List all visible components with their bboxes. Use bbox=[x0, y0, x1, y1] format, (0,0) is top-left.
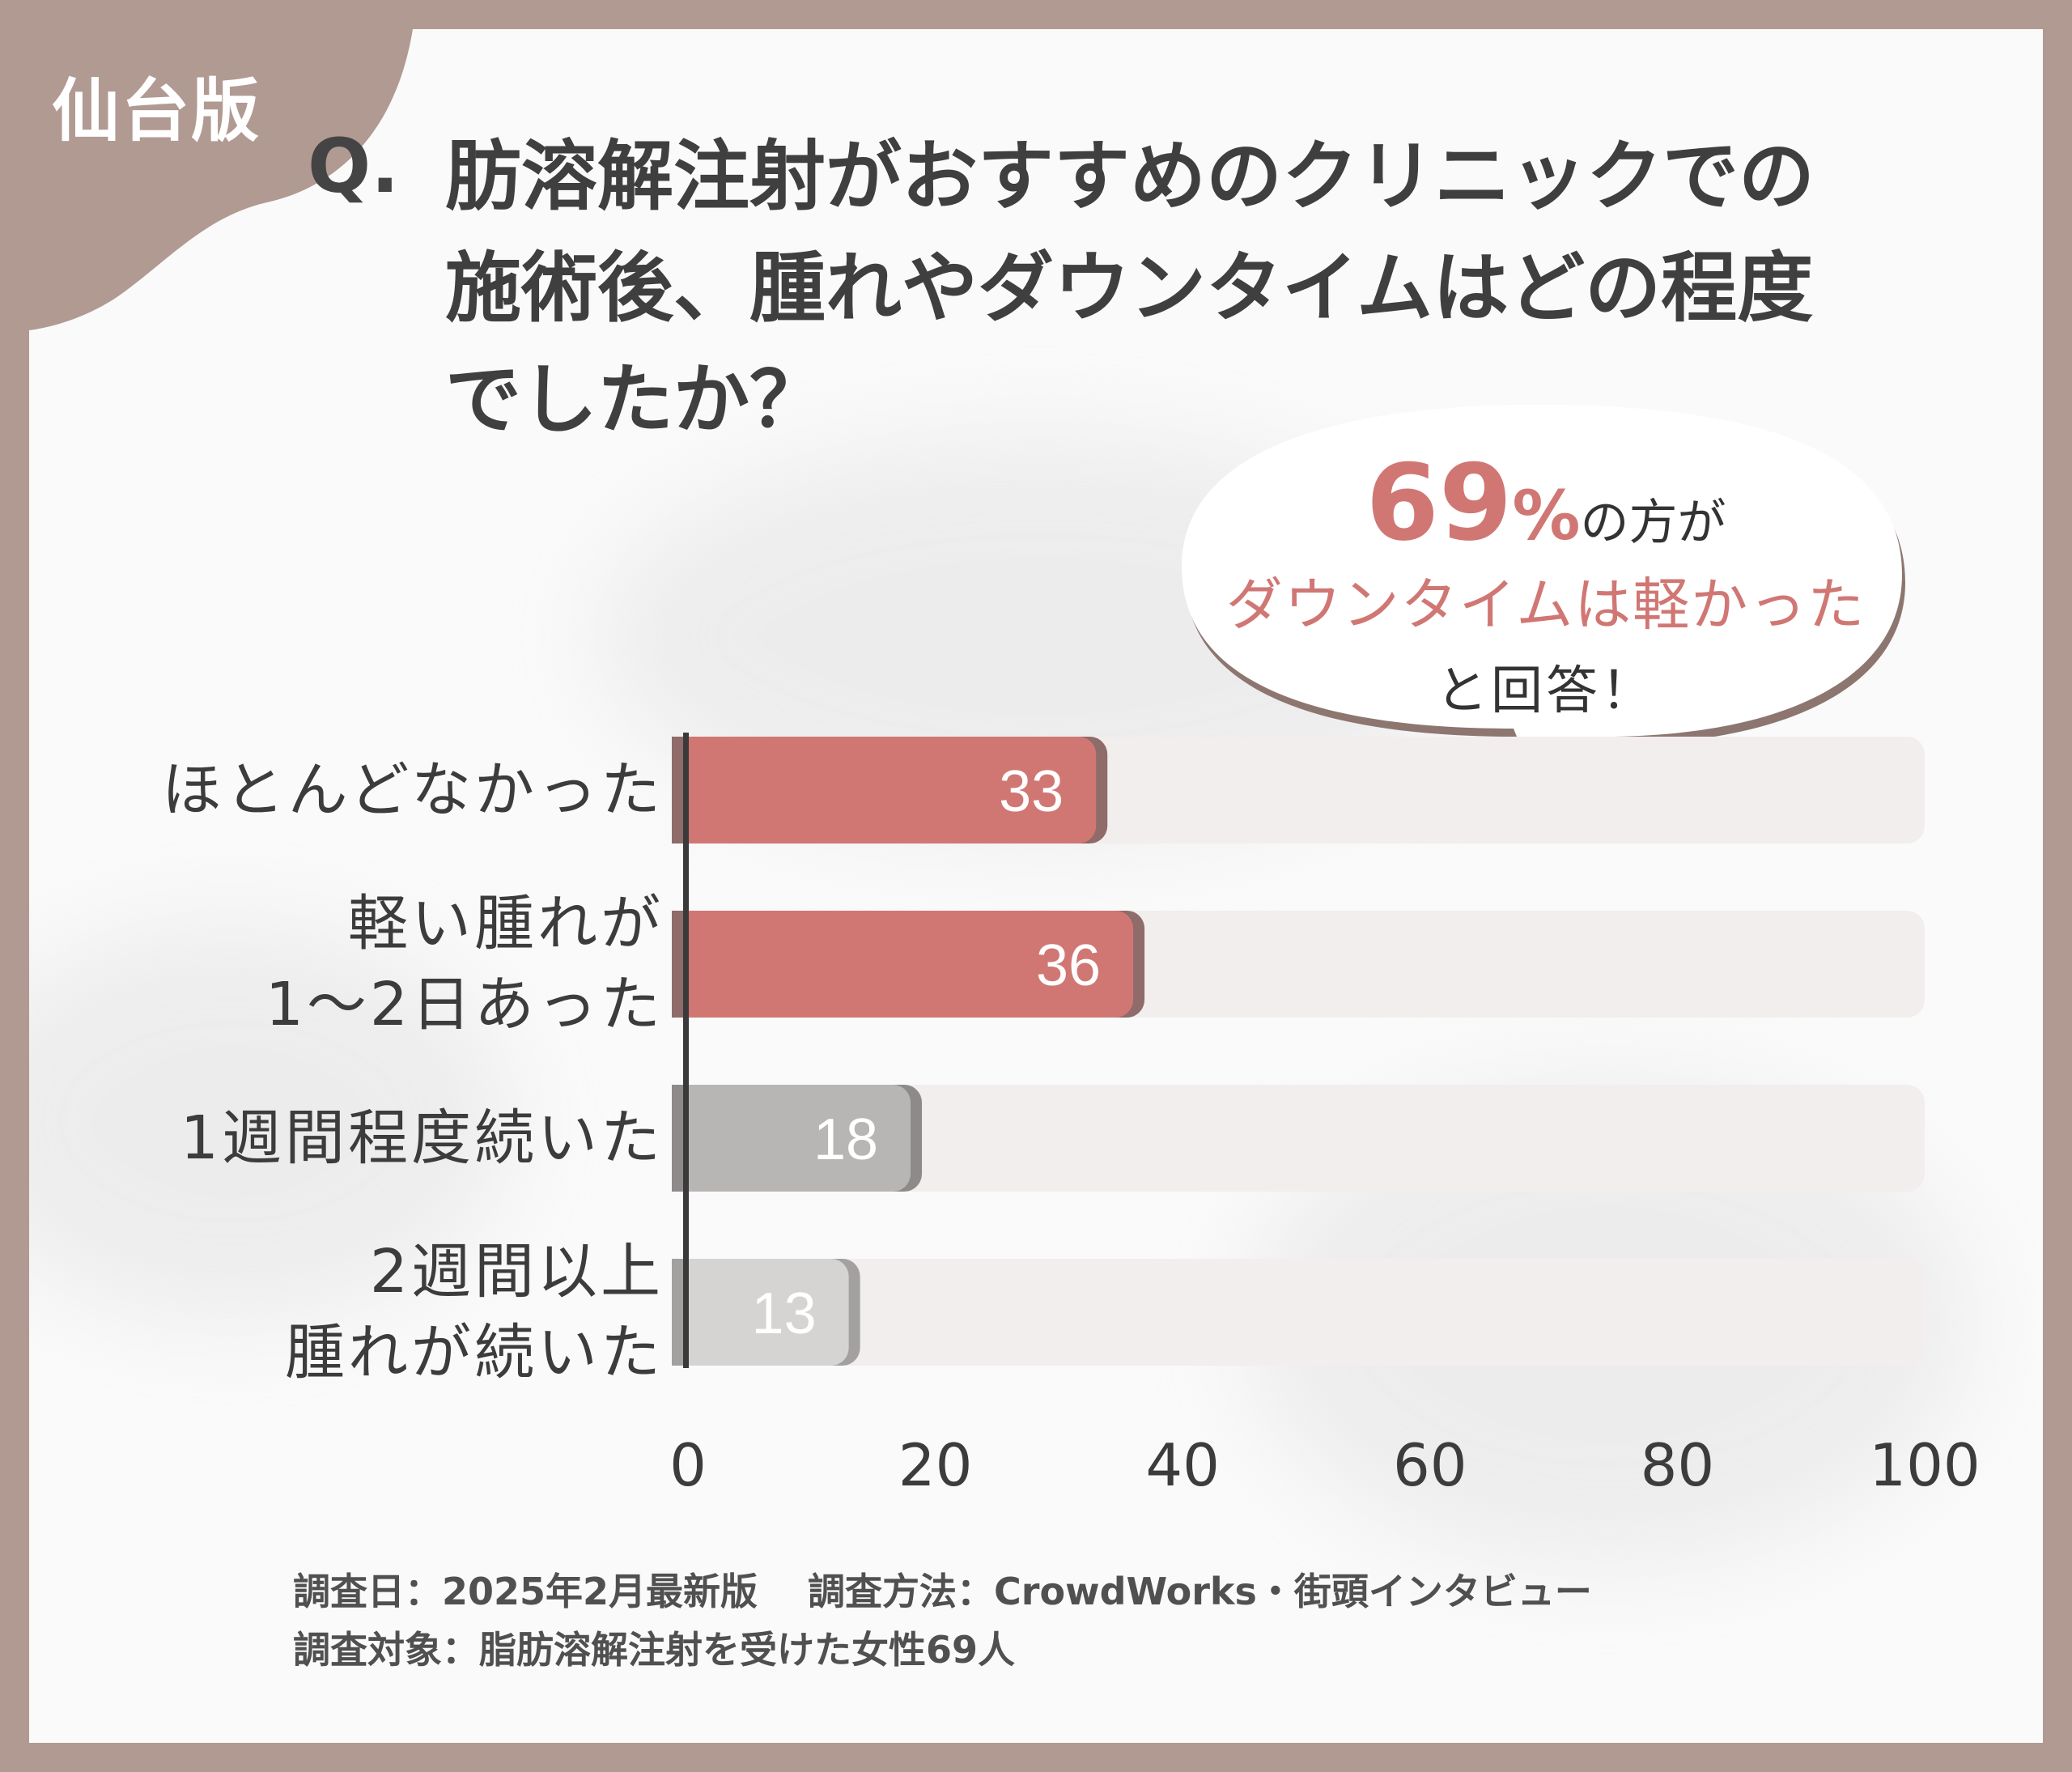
category-label-line: 2週間以上 bbox=[369, 1237, 664, 1307]
category-label: ほとんどなかった bbox=[162, 750, 664, 831]
x-tick-label: 80 bbox=[1641, 1431, 1715, 1499]
category-label-line: 腫れが続いた bbox=[285, 1318, 664, 1387]
category-label-line: 1週間程度続いた bbox=[180, 1103, 664, 1173]
callout-percent-value: 69 bbox=[1365, 441, 1513, 564]
y-axis-line bbox=[683, 733, 689, 1368]
question-prefix: Q. bbox=[308, 123, 400, 210]
region-tag: 仙台版 bbox=[52, 71, 261, 151]
x-tick-label: 20 bbox=[898, 1431, 973, 1499]
category-label: 1週間程度続いた bbox=[180, 1098, 664, 1179]
x-tick-label: 100 bbox=[1869, 1431, 1980, 1499]
category-label: 軽い腫れが 1〜2日あった bbox=[265, 883, 664, 1045]
question-line: 施術後、腫れやダウンタイムはどの程度 bbox=[445, 244, 1814, 333]
footnote-target: 調査対象：脂肪溶解注射を受けた女性69人 bbox=[293, 1628, 1016, 1672]
bar bbox=[688, 1259, 849, 1366]
x-tick-label: 40 bbox=[1145, 1431, 1220, 1499]
bar-track bbox=[688, 1259, 1925, 1366]
callout-line1: の方が bbox=[1580, 495, 1726, 551]
category-label-line: 軽い腫れが bbox=[348, 889, 664, 958]
background-shadow bbox=[29, 920, 515, 1324]
bar bbox=[688, 1085, 911, 1192]
callout-text: 69%の方が ダウンタイムは軽かった と回答！ bbox=[1166, 441, 1926, 724]
footnote-survey: 調査日：2025年2月最新版 調査方法：CrowdWorks・街頭インタビュー bbox=[293, 1570, 1592, 1613]
data-label: 18 bbox=[813, 1107, 878, 1172]
question-line: 肪溶解注射がおすすめのクリニックでの bbox=[445, 133, 1815, 221]
category-label: 2週間以上腫れが続いた bbox=[285, 1231, 664, 1393]
category-label-line: 1〜2日あった bbox=[265, 970, 664, 1039]
x-tick-label: 0 bbox=[669, 1431, 707, 1499]
region-corner-shape bbox=[29, 29, 413, 330]
x-tick-label: 60 bbox=[1393, 1431, 1467, 1499]
speech-bubble bbox=[1182, 405, 1905, 842]
bar bbox=[688, 911, 1134, 1018]
category-label-line: ほとんどなかった bbox=[161, 755, 664, 825]
question-line: でしたか？ bbox=[445, 356, 826, 444]
callout-percent-symbol: % bbox=[1512, 476, 1581, 555]
data-label: 13 bbox=[752, 1281, 817, 1346]
data-label: 33 bbox=[999, 759, 1064, 824]
data-label: 36 bbox=[1036, 933, 1101, 998]
callout-highlight: ダウンタイムは軽かった bbox=[1225, 572, 1866, 638]
bar-track bbox=[688, 1085, 1925, 1192]
bar bbox=[688, 737, 1097, 844]
question-title: 肪溶解注射がおすすめのクリニックでの 施術後、腫れやダウンタイムはどの程度 でし… bbox=[445, 121, 1999, 457]
callout-line3: と回答！ bbox=[1436, 661, 1656, 721]
